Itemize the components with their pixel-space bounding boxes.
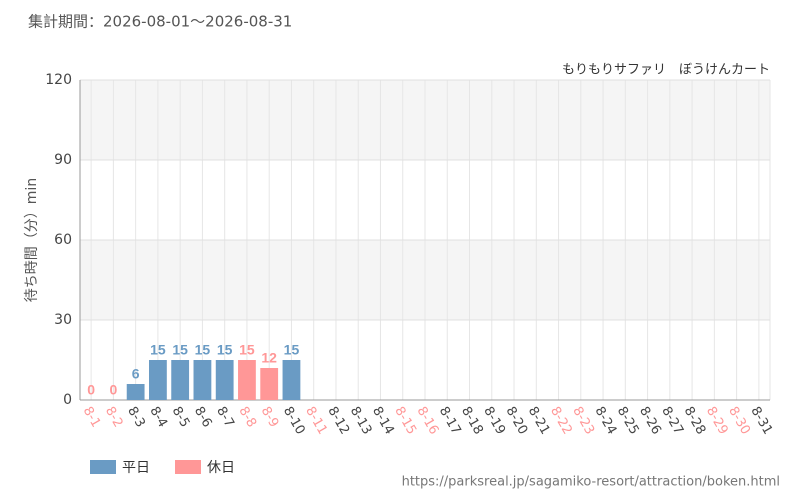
x-tick-label: 8-3	[124, 404, 148, 430]
bar	[215, 360, 234, 400]
x-tick-label: 8-4	[146, 404, 170, 430]
x-tick-label: 8-15	[391, 404, 419, 437]
x-tick-label: 8-8	[235, 404, 259, 430]
bar	[193, 360, 212, 400]
y-axis-label: 待ち時間（分）min	[24, 178, 40, 302]
x-tick-label: 8-28	[681, 404, 709, 437]
x-tick-label: 8-11	[302, 404, 330, 437]
value-label: 12	[261, 350, 277, 366]
y-tick-label: 90	[54, 152, 72, 168]
y-tick-label: 30	[54, 312, 72, 328]
x-tick-label: 8-7	[213, 404, 237, 430]
y-tick-label: 120	[45, 72, 72, 88]
x-tick-label: 8-1	[80, 404, 104, 430]
y-tick-label: 0	[63, 392, 72, 408]
x-tick-label: 8-17	[436, 404, 464, 437]
source-url: https://parksreal.jp/sagamiko-resort/att…	[402, 475, 780, 490]
x-tick-label: 8-5	[169, 404, 193, 430]
bar	[149, 360, 167, 400]
bar	[238, 360, 256, 400]
bar	[282, 360, 301, 400]
x-tick-label: 8-6	[191, 404, 215, 430]
legend-swatch	[90, 460, 116, 474]
x-tick-label: 8-16	[414, 404, 442, 437]
x-tick-label: 8-27	[658, 404, 686, 437]
legend-label: 平日	[122, 460, 150, 476]
value-label: 0	[87, 382, 95, 398]
x-tick-label: 8-10	[280, 404, 308, 437]
bar	[126, 384, 145, 400]
chart-subtitle: もりもりサファリ ぼうけんカート	[562, 63, 770, 78]
value-label: 15	[172, 342, 188, 358]
value-label: 15	[217, 342, 233, 358]
x-tick-label: 8-30	[725, 404, 753, 437]
bar	[260, 368, 279, 400]
x-tick-label: 8-14	[369, 404, 397, 437]
x-tick-label: 8-18	[458, 404, 486, 437]
value-label: 15	[239, 342, 255, 358]
value-label: 15	[150, 342, 166, 358]
x-tick-label: 8-2	[102, 404, 126, 430]
value-label: 15	[195, 342, 211, 358]
value-label: 0	[109, 382, 117, 398]
bar	[171, 360, 190, 400]
x-tick-label: 8-9	[258, 404, 282, 430]
legend-label: 休日	[207, 460, 235, 476]
x-tick-label: 8-22	[547, 404, 575, 437]
x-tick-label: 8-13	[347, 404, 375, 437]
y-tick-label: 60	[54, 232, 72, 248]
x-tick-label: 8-31	[747, 404, 775, 437]
x-tick-label: 8-29	[703, 404, 731, 437]
x-tick-label: 8-19	[480, 404, 508, 437]
x-tick-label: 8-23	[569, 404, 597, 437]
x-tick-label: 8-26	[636, 404, 664, 437]
x-tick-label: 8-12	[324, 404, 352, 437]
x-tick-label: 8-20	[503, 404, 531, 437]
x-tick-label: 8-24	[592, 404, 620, 437]
value-label: 6	[132, 366, 140, 382]
legend-swatch	[175, 460, 201, 474]
x-tick-label: 8-25	[614, 404, 642, 437]
chart-title: 集計期間：2026-08-01～2026-08-31	[28, 13, 292, 31]
x-tick-label: 8-21	[525, 404, 553, 437]
value-label: 15	[284, 342, 300, 358]
